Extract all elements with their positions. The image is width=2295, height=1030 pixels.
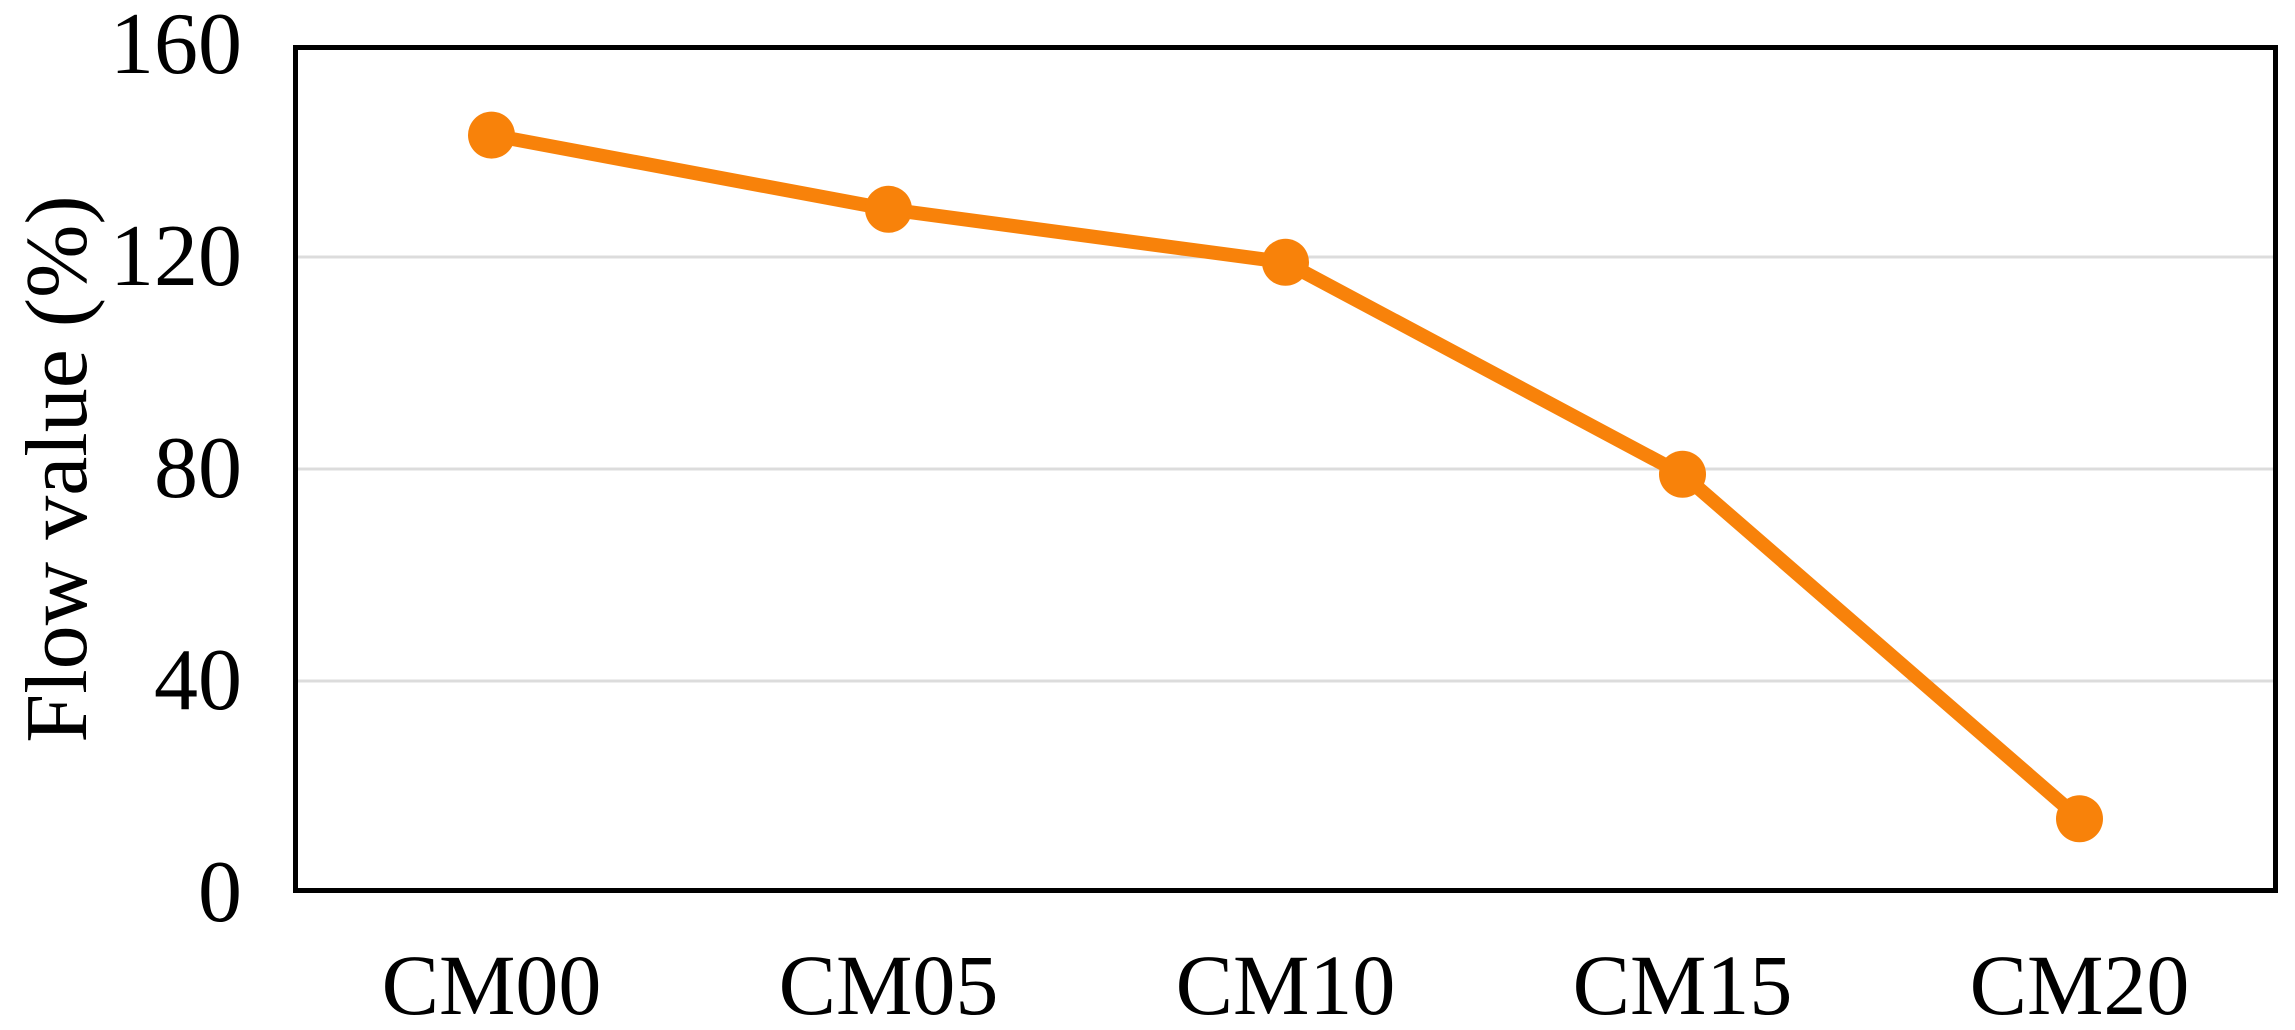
y-tick-label: 80 bbox=[154, 420, 242, 517]
data-point-marker bbox=[865, 185, 912, 233]
y-tick-label: 160 bbox=[110, 0, 242, 93]
data-line bbox=[484, 128, 2087, 826]
data-point-marker bbox=[1262, 238, 1309, 286]
y-tick-label: 0 bbox=[198, 844, 242, 941]
data-point-marker bbox=[468, 111, 515, 159]
y-tick-label: 120 bbox=[110, 208, 242, 305]
x-tick-label: CM10 bbox=[1175, 937, 1396, 1030]
plot-border bbox=[293, 45, 2278, 893]
data-point-marker bbox=[2056, 795, 2103, 843]
x-tick-label: CM15 bbox=[1572, 937, 1793, 1030]
data-point-marker bbox=[1659, 450, 1706, 498]
x-tick-label: CM05 bbox=[778, 937, 999, 1030]
x-tick-label: CM00 bbox=[381, 937, 602, 1030]
y-tick-label: 40 bbox=[154, 632, 242, 729]
x-tick-label: CM20 bbox=[1969, 937, 2190, 1030]
